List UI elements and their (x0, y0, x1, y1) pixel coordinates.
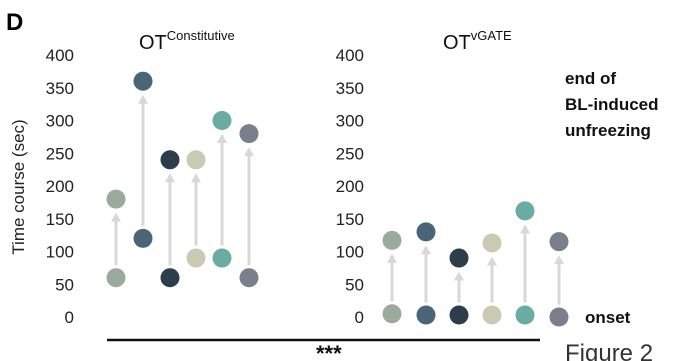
y-tick-label: 250 (336, 144, 364, 163)
time-arrow-head (487, 256, 497, 266)
end-point (239, 124, 259, 144)
y-tick-label: 400 (46, 46, 74, 65)
y-tick-label: 350 (336, 79, 364, 98)
time-arrow-head (520, 224, 530, 234)
annotation-onset: onset (585, 308, 631, 327)
end-point (382, 230, 402, 250)
onset-point (160, 268, 180, 288)
y-tick-label: 250 (46, 144, 74, 163)
end-point (186, 150, 206, 170)
significance-stars: *** (316, 341, 342, 361)
end-point (212, 111, 232, 130)
annotation-end-line1: end of (565, 69, 616, 88)
y-tick-label: 50 (55, 275, 74, 294)
onset-point (416, 305, 436, 325)
y-tick-label: 150 (46, 210, 74, 229)
onset-point (133, 228, 153, 248)
y-axis-label: Time course (sec) (9, 119, 28, 254)
onset-point (515, 305, 535, 325)
time-arrow-head (138, 94, 148, 104)
y-tick-label: 0 (355, 308, 364, 327)
y-axis-ticks-left: 0 50 100 150 200 250 300 350 400 (46, 46, 74, 327)
y-tick-label: 100 (46, 243, 74, 262)
panel-right-marks (382, 201, 569, 327)
time-arrow-head (191, 173, 201, 183)
end-point (449, 248, 469, 268)
onset-point (449, 305, 469, 325)
y-tick-label: 200 (336, 177, 364, 196)
end-point (106, 189, 126, 209)
end-point (515, 201, 535, 221)
onset-point (482, 305, 502, 325)
y-tick-label: 400 (336, 46, 364, 65)
onset-point (106, 268, 126, 288)
annotation-end-line3: unfreezing (565, 121, 651, 140)
end-point (549, 232, 569, 252)
panel-title-constitutive: OTConstitutive (139, 28, 235, 54)
y-tick-label: 300 (46, 112, 74, 131)
time-arrow-head (421, 245, 431, 255)
onset-point (186, 248, 206, 268)
y-tick-label: 200 (46, 177, 74, 196)
end-point (133, 71, 153, 91)
time-arrow-head (454, 271, 464, 281)
y-tick-label: 150 (336, 210, 364, 229)
time-arrow-head (554, 255, 564, 265)
panel-title-vgate: OTvGATE (443, 28, 512, 54)
onset-point (239, 268, 259, 288)
end-point (482, 233, 502, 253)
y-axis-ticks-right: 0 50 100 150 200 250 300 350 400 (336, 46, 364, 327)
time-arrow-head (387, 253, 397, 263)
panel-label: D (6, 9, 23, 36)
onset-point (382, 304, 402, 324)
time-arrow-head (217, 134, 227, 143)
figure-caption: Figure 2 (565, 340, 653, 361)
time-arrow-head (244, 147, 254, 157)
y-tick-label: 50 (345, 275, 364, 294)
panel-left-marks (106, 71, 259, 288)
end-point (160, 150, 180, 170)
onset-point (549, 307, 569, 327)
y-tick-label: 350 (46, 79, 74, 98)
onset-point (212, 248, 232, 268)
y-tick-label: 100 (336, 243, 364, 262)
end-point (416, 222, 436, 242)
y-tick-label: 300 (336, 112, 364, 131)
y-tick-label: 0 (65, 308, 74, 327)
annotation-end-line2: BL-induced (565, 95, 659, 114)
time-arrow-head (111, 212, 121, 222)
time-arrow-head (165, 173, 175, 183)
